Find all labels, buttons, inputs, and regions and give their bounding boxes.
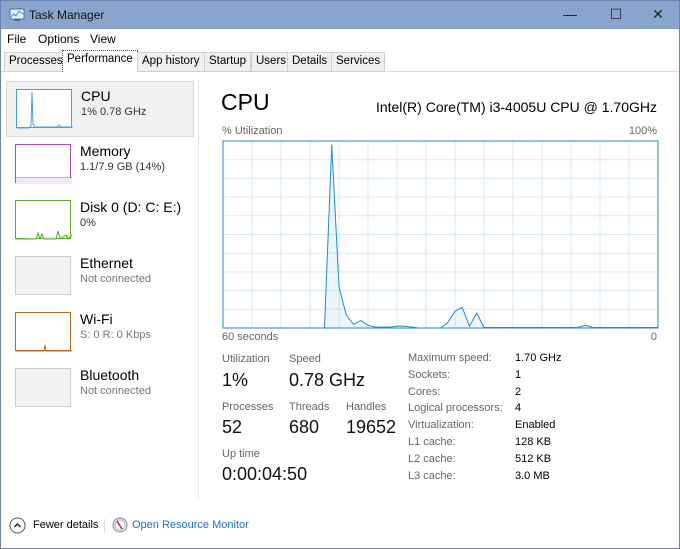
chevron-up-circle-icon[interactable]: [9, 517, 26, 534]
tab-processes[interactable]: Processes: [4, 52, 68, 72]
task-manager-icon: [9, 8, 25, 21]
sidebar-item-subtitle: 1% 0.78 GHz: [81, 106, 147, 118]
panel-divider: [198, 79, 199, 499]
uptime-label: Up time: [222, 448, 260, 460]
graph-label: % Utilization: [222, 125, 283, 137]
uptime-value: 0:00:04:50: [222, 464, 308, 484]
spec-label: L1 cache:: [408, 436, 456, 448]
spec-label: Logical processors:: [408, 402, 503, 415]
sidebar-item-bluetooth[interactable]: Bluetooth Not connected: [6, 361, 194, 417]
sidebar-item-label: Disk 0 (D: C: E:): [80, 199, 182, 215]
tab-users[interactable]: Users: [251, 52, 292, 72]
sidebar-item-label: Wi-Fi: [80, 311, 113, 327]
thumbnail-graph: [15, 200, 73, 241]
tab-bar: Processes Performance App history Startu…: [1, 50, 679, 72]
threads-label: Threads: [289, 401, 330, 413]
spec-label: Cores:: [408, 385, 441, 398]
close-button[interactable]: ✕: [652, 6, 664, 22]
title-bar[interactable]: Task Manager — ☐ ✕: [1, 1, 679, 29]
window-title: Task Manager: [29, 8, 105, 22]
graph-border: [222, 140, 659, 329]
menu-options[interactable]: Options: [38, 32, 80, 46]
sidebar-item-subtitle: S: 0 R: 0 Kbps: [80, 329, 151, 341]
utilization-label: Utilization: [222, 353, 270, 365]
thumbnail-graph: [15, 256, 71, 295]
fewer-details-button[interactable]: Fewer details: [33, 519, 99, 531]
page-title: CPU: [221, 89, 270, 115]
sidebar-item-cpu[interactable]: CPU 1% 0.78 GHz: [6, 81, 194, 137]
spec-value: 2: [515, 385, 522, 398]
thumbnail-graph: [15, 312, 72, 352]
thumbnail-graph: [15, 144, 72, 184]
spec-value: 1: [515, 368, 522, 381]
utilization-value: 1%: [222, 370, 249, 390]
sidebar-item-disk[interactable]: Disk 0 (D: C: E:) 0%: [6, 193, 194, 249]
menu-bar: File Options View: [1, 29, 679, 50]
speed-value: 0.78 GHz: [289, 370, 366, 390]
minimize-button[interactable]: —: [563, 6, 577, 22]
graph-max-label: 100%: [628, 125, 657, 137]
sidebar-item-wi-fi[interactable]: Wi-Fi S: 0 R: 0 Kbps: [6, 305, 194, 361]
thumbnail-graph: [15, 368, 71, 407]
menu-file[interactable]: File: [7, 32, 27, 46]
threads-value: 680: [289, 417, 320, 437]
open-resource-monitor-link[interactable]: Open Resource Monitor: [132, 519, 249, 531]
spec-value: 3.0 MB: [515, 469, 550, 482]
sidebar-item-subtitle: 0%: [80, 217, 96, 229]
sidebar-item-subtitle: 1.1/7.9 GB (14%): [80, 161, 165, 173]
tab-app-history[interactable]: App history: [137, 52, 205, 72]
processes-label: Processes: [222, 401, 274, 413]
footer-separator: [104, 519, 105, 533]
footer: Fewer details Open Resource Monitor: [1, 511, 679, 541]
sidebar-item-label: Memory: [80, 143, 131, 159]
sidebar-item-label: Ethernet: [80, 255, 133, 271]
sidebar-item-ethernet[interactable]: Ethernet Not connected: [6, 249, 194, 305]
sidebar-item-label: CPU: [81, 88, 111, 104]
thumbnail-graph: [16, 89, 73, 129]
spec-value: 128 KB: [515, 436, 552, 448]
graph-time-label: 60 seconds: [222, 331, 279, 343]
spec-value: Enabled: [515, 419, 556, 432]
spec-label: L2 cache:: [408, 452, 456, 465]
graph-zero-label: 0: [650, 331, 657, 343]
spec-value: 512 KB: [515, 452, 552, 465]
tab-services[interactable]: Services: [331, 52, 386, 72]
resource-monitor-icon: [112, 517, 128, 533]
spec-label: L3 cache:: [408, 469, 456, 482]
spec-label: Sockets:: [408, 368, 451, 381]
sidebar-item-memory[interactable]: Memory 1.1/7.9 GB (14%): [6, 137, 194, 193]
handles-label: Handles: [346, 401, 387, 413]
spec-label: Virtualization:: [408, 419, 474, 432]
utilization-area: [223, 144, 658, 328]
cpu-model: Intel(R) Core(TM) i3-4005U CPU @ 1.70GHz: [375, 99, 657, 115]
speed-label: Speed: [289, 353, 321, 365]
handles-value: 19652: [346, 417, 397, 437]
maximize-button[interactable]: ☐: [609, 6, 623, 22]
menu-view[interactable]: View: [90, 32, 116, 46]
sidebar-item-subtitle: Not connected: [80, 273, 151, 285]
sidebar-item-subtitle: Not connected: [80, 385, 151, 397]
processes-value: 52: [222, 417, 243, 437]
spec-label: Maximum speed:: [408, 352, 492, 364]
spec-value: 4: [515, 402, 522, 415]
sidebar-item-label: Bluetooth: [80, 367, 140, 383]
spec-value: 1.70 GHz: [515, 352, 562, 364]
tab-details[interactable]: Details: [287, 52, 333, 72]
cpu-utilization-graph: [222, 140, 659, 329]
tab-performance[interactable]: Performance: [62, 50, 138, 72]
tab-startup[interactable]: Startup: [204, 52, 252, 72]
